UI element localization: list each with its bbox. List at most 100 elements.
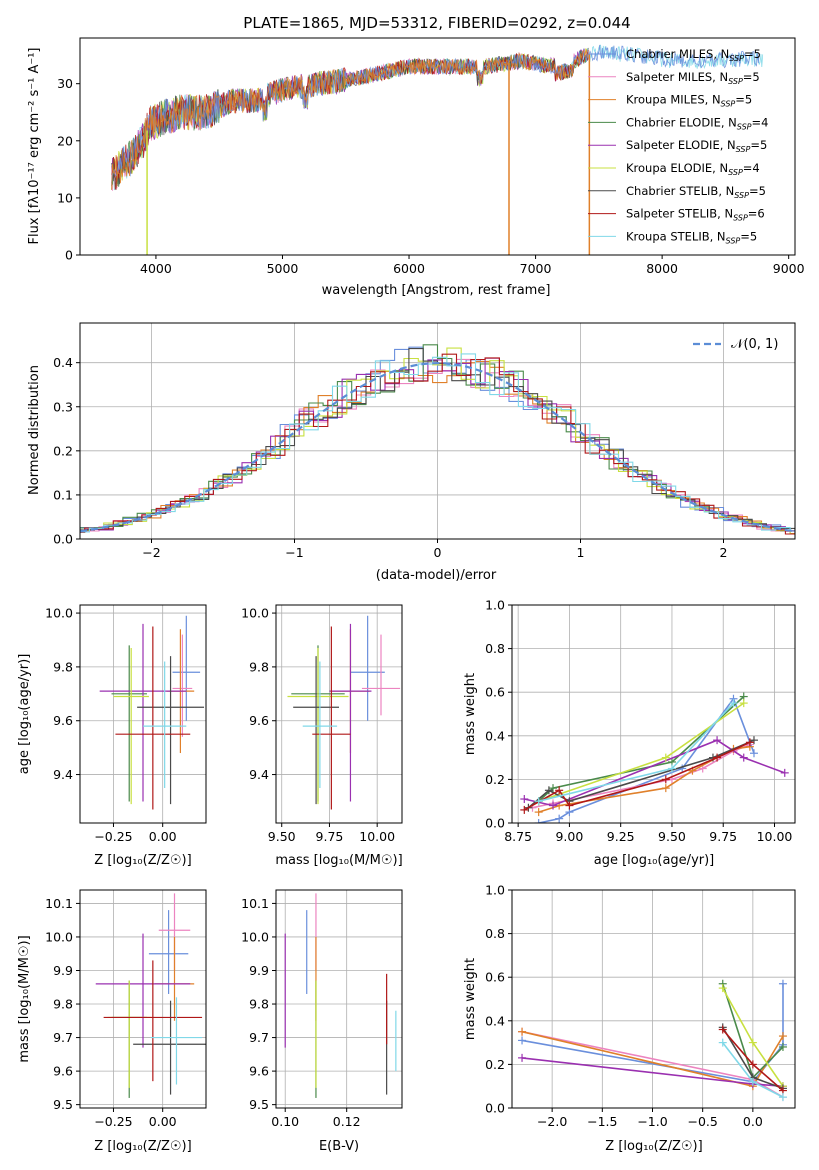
plot-frame: [79, 604, 207, 824]
x-tick-label: 0.10: [271, 1114, 299, 1129]
y-tick-label: 9.8: [249, 997, 269, 1012]
x-tick-label: 6000: [393, 261, 425, 276]
y-tick-label: 0.4: [485, 1013, 505, 1028]
weight-line: [527, 739, 755, 809]
legend-label: Kroupa STELIB, NSSP=5: [626, 229, 757, 245]
wAge-y-label: mass weight: [463, 673, 478, 755]
x-tick-label: 1: [577, 545, 585, 560]
x-tick-label: 0.0: [743, 1114, 763, 1129]
weight-line: [523, 741, 751, 811]
y-tick-label: 0.2: [53, 443, 73, 458]
plot-frame: [79, 37, 796, 256]
age-vs-mass-panel: 9.50 9.75 10.00 9.4 9.6 9.8 10.0: [241, 604, 403, 844]
x-tick-label: 9000: [773, 261, 805, 276]
x-tick-label: 5000: [267, 261, 299, 276]
y-tick-label: 1.0: [485, 598, 505, 613]
error-bars: [284, 893, 397, 1098]
x-tick-label: −0.25: [94, 1114, 132, 1129]
error-bars: [95, 893, 206, 1098]
weight-lines: [518, 979, 787, 1102]
figure-title: PLATE=1865, MJD=53312, FIBERID=0292, z=0…: [243, 14, 630, 32]
y-tick-label: 9.8: [53, 659, 73, 674]
y-tick-label: 9.6: [53, 713, 73, 728]
residual-histogram-panel: −2 −1 0 1 2 0.0 0.1 0.2 0.3 0.4: [53, 322, 796, 560]
normal-legend-label: 𝒩(0, 1): [731, 337, 778, 352]
y-tick-label: 10.1: [241, 896, 269, 911]
x-tick-label: −0.5: [687, 1114, 717, 1129]
x-tick-label: 9.00: [555, 829, 583, 844]
y-tick-label: 30: [57, 76, 73, 91]
legend-label: Chabrier ELODIE, NSSP=4: [626, 115, 768, 131]
legend-label: Chabrier MILES, NSSP=5: [626, 47, 761, 63]
mE-x-label: E(B-V): [319, 1139, 359, 1154]
y-tick-label: 9.7: [53, 1030, 73, 1045]
x-tick-label: 2: [720, 545, 728, 560]
x-tick-label: 9.75: [709, 829, 737, 844]
error-bars: [99, 615, 205, 810]
y-tick-label: 9.6: [53, 1064, 73, 1079]
y-tick-label: 0.0: [53, 532, 73, 547]
x-tick-label: 8.75: [504, 829, 532, 844]
spectrum-panel: 4000 5000 6000 7000 8000 9000 0 10 20 30: [57, 37, 805, 276]
legend-label: Salpeter ELODIE, NSSP=5: [626, 138, 767, 154]
histogram-steps: [80, 353, 795, 533]
y-tick-label: 9.8: [249, 659, 269, 674]
x-tick-label: −2.0: [537, 1114, 567, 1129]
y-tick-label: 10.1: [45, 896, 73, 911]
x-tick-label: 0: [434, 545, 442, 560]
legend-label: Kroupa MILES, NSSP=5: [626, 93, 752, 109]
x-tick-label: 8000: [646, 261, 678, 276]
y-tick-label: 0.0: [485, 816, 505, 831]
y-tick-label: 9.7: [249, 1030, 269, 1045]
plot-frame: [511, 889, 796, 1109]
plot-frame: [275, 604, 403, 824]
hist-x-label: (data-model)/error: [376, 568, 497, 583]
y-tick-label: 9.8: [53, 997, 73, 1012]
x-tick-label: −1.5: [587, 1114, 617, 1129]
y-tick-label: 0.4: [53, 355, 73, 370]
legend-label: Kroupa ELODIE, NSSP=4: [626, 161, 760, 177]
y-tick-label: 10.0: [45, 929, 73, 944]
y-tick-label: 9.9: [249, 963, 269, 978]
weight-vs-age-panel: 8.75 9.00 9.25 9.50 9.75 10.00 0.0 0.2 0.4 0.6 0.8…: [485, 598, 796, 844]
y-tick-label: 10.0: [45, 606, 73, 621]
y-tick-label: 0.0: [485, 1101, 505, 1116]
y-tick-label: 9.6: [249, 713, 269, 728]
y-tick-label: 9.4: [53, 767, 73, 782]
mZ-y-label: mass [log₁₀(M/M☉)]: [17, 935, 32, 1062]
legend-label: Salpeter STELIB, NSSP=6: [626, 207, 765, 223]
plot-frame: [275, 889, 403, 1109]
x-tick-label: −0.25: [94, 829, 132, 844]
y-tick-label: 20: [57, 133, 73, 148]
x-tick-label: 10.00: [757, 829, 793, 844]
x-tick-label: 9.50: [658, 829, 686, 844]
normal-curve: [80, 361, 795, 533]
y-tick-label: 9.6: [249, 1064, 269, 1079]
histograms: [80, 344, 795, 535]
ageM-x-label: mass [log₁₀(M/M☉)]: [275, 853, 402, 868]
x-tick-label: −1: [285, 545, 303, 560]
y-tick-label: 9.5: [53, 1097, 73, 1112]
plot-frame: [79, 889, 207, 1109]
legend-label: Salpeter MILES, NSSP=5: [626, 70, 760, 86]
plot-frame: [511, 604, 796, 824]
x-tick-label: 9.50: [268, 829, 296, 844]
y-tick-label: 9.4: [249, 767, 269, 782]
age-vs-metallicity-panel: −0.25 0.00 9.4 9.6 9.8 10.0: [45, 604, 207, 844]
x-tick-label: 0.00: [149, 829, 177, 844]
y-tick-label: 10.0: [241, 929, 269, 944]
y-tick-label: 1.0: [485, 883, 505, 898]
spectrum-line: [111, 50, 589, 187]
spectrum-x-label: wavelength [Angstrom, rest frame]: [322, 283, 551, 298]
x-tick-label: 4000: [140, 261, 172, 276]
y-tick-label: 0.8: [485, 926, 505, 941]
y-tick-label: 0: [65, 248, 73, 263]
y-tick-label: 10: [57, 190, 73, 205]
x-tick-label: 0.00: [149, 1114, 177, 1129]
y-tick-label: 0.2: [485, 1057, 505, 1072]
weight-vs-metallicity-panel: −2.0 −1.5 −1.0 −0.5 0.0 0.0 0.2 0.4 0.6 0.8 1.0: [485, 883, 796, 1129]
legend-label: Chabrier STELIB, NSSP=5: [626, 184, 766, 200]
x-tick-label: 10.00: [359, 829, 395, 844]
y-tick-label: 9.5: [249, 1097, 269, 1112]
wAge-x-label: age [log₁₀(age/yr)]: [594, 853, 715, 868]
